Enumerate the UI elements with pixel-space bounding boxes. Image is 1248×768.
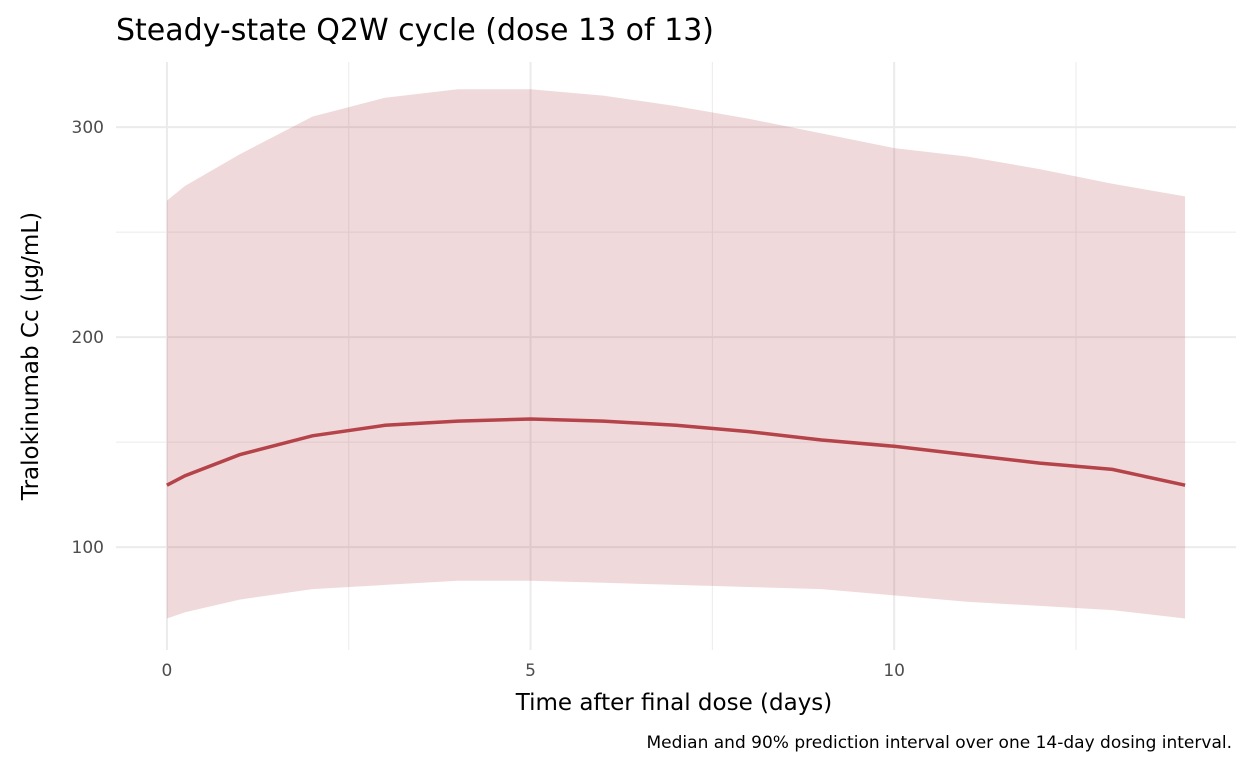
y-tick-label: 200 — [72, 328, 104, 348]
median-line — [166, 417, 1186, 487]
chart-title: Steady-state Q2W cycle (dose 13 of 13) — [116, 13, 714, 48]
x-tick-label: 0 — [161, 661, 172, 681]
caption: Median and 90% prediction interval over … — [647, 733, 1232, 753]
y-tick-label: 300 — [72, 118, 104, 138]
prediction-interval-ribbon — [166, 89, 1186, 619]
x-tick-label: 10 — [883, 661, 905, 681]
y-axis-label: Tralokinumab Cc (µg/mL) — [18, 212, 44, 501]
tick-labels: 0 5 10 100 200 300 — [72, 118, 905, 681]
x-axis-label: Time after final dose (days) — [515, 690, 833, 716]
y-tick-label: 100 — [72, 538, 104, 558]
x-tick-label: 5 — [525, 661, 536, 681]
grid — [116, 62, 1236, 650]
